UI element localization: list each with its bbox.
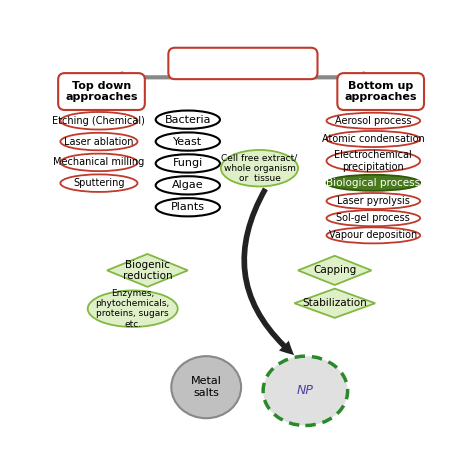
Text: Etching (Chemical): Etching (Chemical) — [53, 116, 146, 126]
Text: Aerosol process: Aerosol process — [335, 116, 411, 126]
Text: Vapour deposition: Vapour deposition — [329, 230, 418, 240]
Ellipse shape — [327, 175, 420, 191]
Ellipse shape — [155, 132, 220, 151]
Ellipse shape — [171, 356, 241, 418]
FancyBboxPatch shape — [168, 48, 318, 79]
Text: Biological process: Biological process — [326, 178, 420, 188]
Text: Plants: Plants — [171, 202, 205, 212]
Ellipse shape — [155, 198, 220, 216]
Text: Top down
approaches: Top down approaches — [65, 81, 138, 102]
Text: NP: NP — [297, 384, 314, 397]
Ellipse shape — [327, 150, 420, 172]
Text: Metal
salts: Metal salts — [191, 376, 222, 398]
Text: Laser ablation: Laser ablation — [64, 137, 134, 146]
Text: Capping: Capping — [313, 265, 356, 275]
Ellipse shape — [60, 174, 137, 192]
Text: Bottom up
approaches: Bottom up approaches — [345, 81, 417, 102]
Text: Atomic condensation: Atomic condensation — [322, 134, 425, 144]
FancyBboxPatch shape — [337, 73, 424, 110]
Ellipse shape — [155, 155, 220, 173]
Text: Stabilization: Stabilization — [302, 298, 367, 308]
Ellipse shape — [263, 356, 347, 426]
Ellipse shape — [60, 112, 137, 129]
Ellipse shape — [327, 193, 420, 209]
Text: Sol-gel process: Sol-gel process — [337, 213, 410, 223]
Ellipse shape — [221, 150, 298, 186]
Polygon shape — [298, 256, 372, 285]
Polygon shape — [107, 254, 188, 287]
Ellipse shape — [88, 291, 178, 327]
Text: Enzymes,
phytochemicals,
proteins, sugars
etc.: Enzymes, phytochemicals, proteins, sugar… — [96, 289, 170, 329]
Text: Electrochemical
precipitation: Electrochemical precipitation — [335, 150, 412, 172]
Text: Yeast: Yeast — [173, 137, 202, 146]
Ellipse shape — [155, 110, 220, 129]
Ellipse shape — [327, 131, 420, 147]
FancyArrowPatch shape — [241, 188, 294, 355]
Text: Bacteria: Bacteria — [164, 115, 211, 125]
Ellipse shape — [327, 113, 420, 129]
Polygon shape — [294, 289, 375, 318]
Text: Cell free extract/
whole organism
or  tissue: Cell free extract/ whole organism or tis… — [221, 153, 298, 183]
Text: Mechanical milling: Mechanical milling — [53, 157, 145, 167]
Ellipse shape — [60, 133, 137, 150]
Text: Biogenic
reduction: Biogenic reduction — [123, 260, 172, 281]
FancyBboxPatch shape — [58, 73, 145, 110]
Ellipse shape — [60, 154, 137, 171]
Text: Sputtering: Sputtering — [73, 178, 125, 188]
Text: Algae: Algae — [172, 180, 204, 191]
Text: Laser pyrolysis: Laser pyrolysis — [337, 196, 410, 206]
Text: Fungi: Fungi — [173, 158, 203, 168]
Ellipse shape — [327, 210, 420, 226]
Ellipse shape — [327, 228, 420, 243]
Ellipse shape — [155, 176, 220, 194]
